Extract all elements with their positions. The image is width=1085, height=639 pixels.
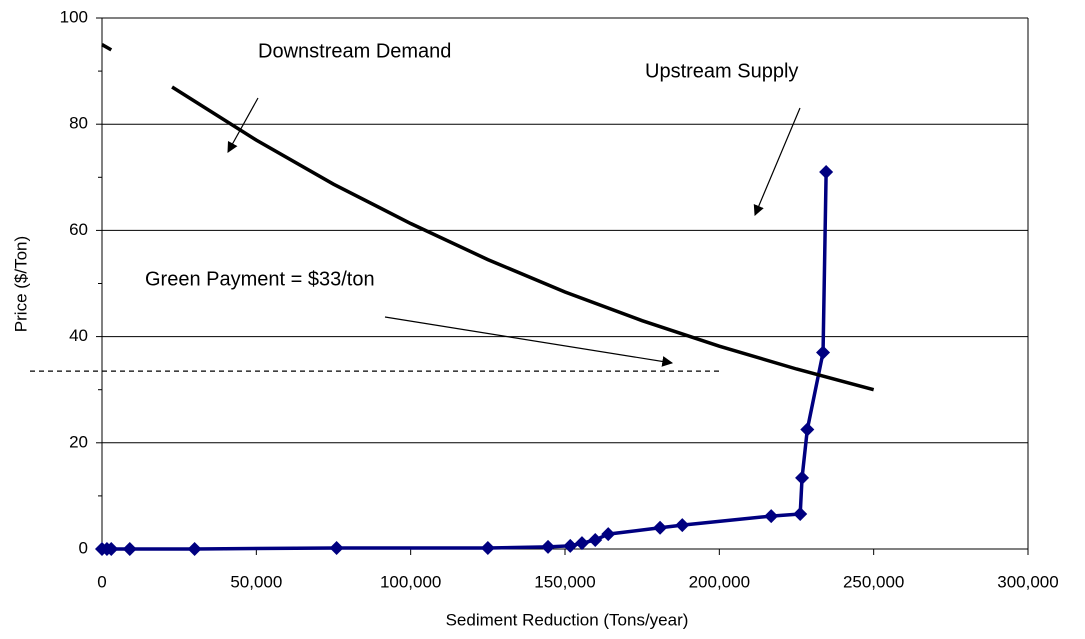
point [601, 527, 616, 542]
point [588, 532, 603, 547]
x-tick-label: 250,000 [843, 572, 904, 591]
point [793, 506, 808, 521]
x-tick-label: 100,000 [380, 572, 441, 591]
point [187, 542, 202, 556]
x-tick-label: 50,000 [230, 572, 282, 591]
series-line [101, 43, 113, 52]
annotation: Upstream Supply [645, 60, 798, 82]
point [819, 164, 834, 179]
point [563, 538, 578, 553]
x-axis-label: Sediment Reduction (Tons/year) [446, 610, 689, 629]
x-tick-label: 200,000 [689, 572, 750, 591]
annotation: Downstream Demand [258, 40, 451, 62]
y-tick-label: 100 [60, 7, 88, 26]
y-tick-label: 0 [79, 538, 88, 557]
point [104, 542, 119, 556]
arrow [384, 316, 674, 367]
point [675, 518, 690, 533]
x-tick-label: 0 [97, 572, 106, 591]
arrow [227, 97, 259, 153]
y-axis-label: Price ($/Ton) [11, 236, 30, 332]
arrow [753, 107, 801, 216]
x-tick-label: 300,000 [997, 572, 1058, 591]
series-line [102, 171, 828, 551]
point [480, 540, 495, 555]
annotation: Green Payment = $33/ton [145, 268, 375, 290]
point [653, 520, 668, 535]
y-tick-label: 20 [69, 432, 88, 451]
y-tick-label: 40 [69, 326, 88, 345]
y-tick-label: 80 [69, 114, 88, 133]
x-tick-label: 150,000 [534, 572, 595, 591]
y-tick-label: 60 [69, 220, 88, 239]
point [574, 536, 589, 551]
point [764, 509, 779, 524]
series-line [171, 85, 875, 392]
point [541, 539, 556, 554]
point [329, 540, 344, 555]
point [795, 470, 810, 485]
point [816, 345, 831, 360]
point [800, 422, 815, 437]
point [122, 542, 137, 556]
